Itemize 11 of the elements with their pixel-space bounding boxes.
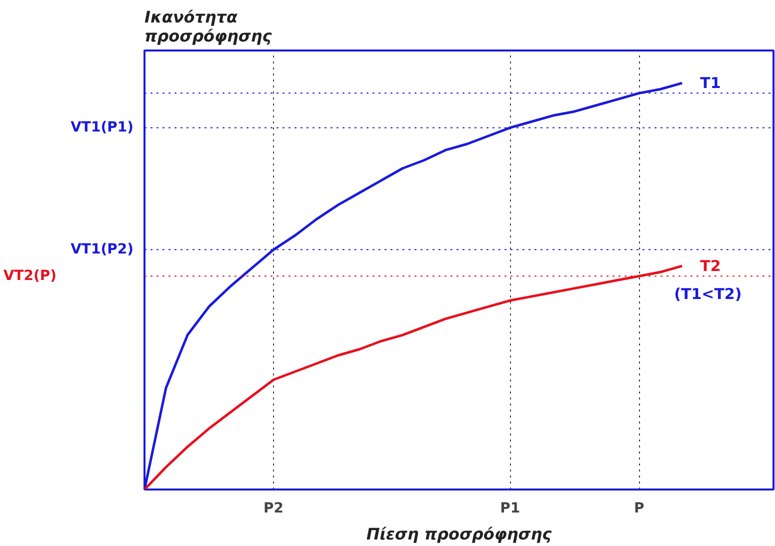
ref-line-label: VT1(P2) [70,242,134,258]
y-axis-title: Ικανότητα προσρόφησης [144,8,272,46]
annotation: (T1<T2) [674,284,742,303]
ref-line-label: VT1(P1) [70,120,134,136]
series-label: T1 [700,74,721,92]
x-tick-label: P [634,500,644,516]
x-tick-label: P2 [264,500,284,516]
series-label: T2 [700,256,721,275]
ref-line-label: VT2(P) [3,268,57,284]
x-tick-label: P1 [500,500,520,516]
x-axis-title: Πίεση προσρόφησης [366,524,552,544]
